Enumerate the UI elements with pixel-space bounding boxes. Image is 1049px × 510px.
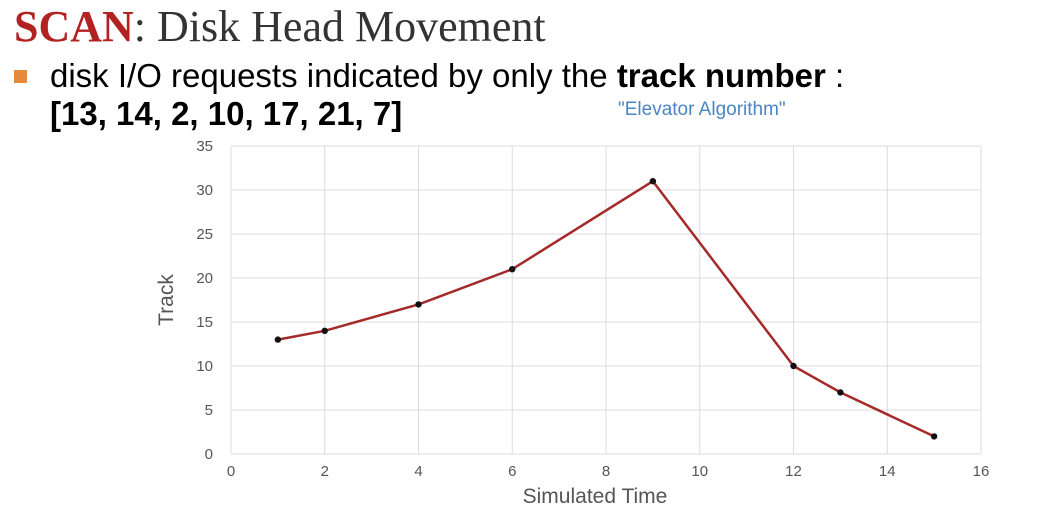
data-point [649, 178, 657, 185]
x-tick-label: 6 [508, 463, 516, 480]
algorithm-note: "Elevator Algorithm" [618, 99, 786, 120]
requests-list: [13, 14, 2, 10, 17, 21, 7] [50, 95, 403, 132]
x-tick-label: 4 [414, 463, 422, 480]
x-tick-label: 2 [321, 463, 329, 480]
data-point [930, 433, 938, 440]
data-point [509, 266, 516, 273]
y-tick-label: 30 [196, 182, 213, 199]
data-point [415, 301, 422, 308]
title-accent: SCAN [14, 2, 134, 51]
x-tick-label: 0 [227, 463, 235, 480]
bullet-text-suffix: : [825, 57, 845, 94]
slide-title: SCAN: Disk Head Movement [14, 2, 546, 52]
y-tick-label: 10 [196, 358, 213, 375]
series-line [277, 179, 935, 438]
x-tick-label: 16 [973, 463, 990, 480]
y-tick-label: 5 [205, 402, 213, 419]
x-axis-label: Simulated Time [523, 485, 668, 508]
bullet-text-bold: track number [616, 57, 826, 94]
y-tick-label: 35 [196, 138, 213, 155]
y-axis-label: Track [155, 274, 178, 326]
title-rest: : Disk Head Movement [133, 2, 546, 51]
data-point [837, 389, 844, 396]
bullet-text-prefix: disk I/O requests indicated by only the [50, 57, 617, 94]
data-point [321, 327, 328, 334]
y-tick-label: 20 [196, 270, 213, 287]
y-tick-label: 25 [196, 226, 213, 243]
x-tick-label: 10 [691, 463, 708, 480]
bullet-text: disk I/O requests indicated by only the … [50, 56, 844, 96]
x-tick-label: 14 [879, 463, 896, 480]
square-bullet-icon [14, 70, 27, 83]
data-point [274, 336, 282, 343]
x-tick-label: 8 [602, 463, 610, 480]
y-tick-label: 15 [196, 314, 213, 331]
x-tick-label: 12 [785, 463, 802, 480]
data-point [790, 362, 797, 370]
y-tick-label: 0 [205, 446, 213, 463]
